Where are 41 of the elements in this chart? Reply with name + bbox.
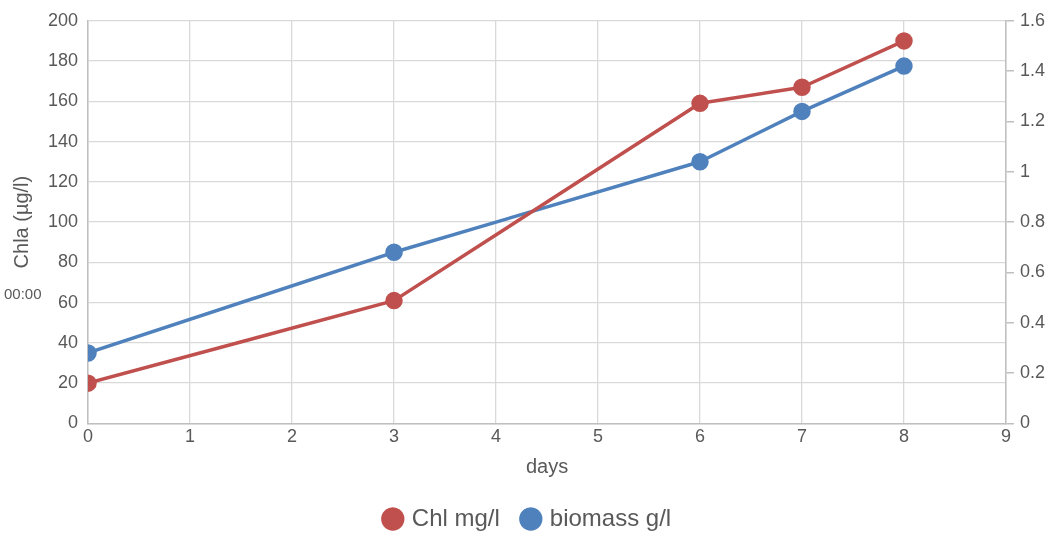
y-tick-label: 40 [58,331,79,352]
point [793,102,811,121]
point [691,94,709,113]
y2-tick-label: 0.6 [1019,261,1046,282]
y-tick-label: 100 [47,211,79,232]
y-tick-label: 20 [58,372,79,393]
y2-tick-label: 1.2 [1019,110,1046,131]
y-tick-label: 160 [47,90,79,111]
x-tick-label: 3 [389,426,400,447]
y2-tick-label: 0.4 [1019,311,1046,332]
y-tick-label: 140 [47,130,79,151]
point [691,152,709,171]
y-tick-label: 0 [68,412,79,433]
x-tick-label: 0 [83,426,94,447]
x-tick-label: 2 [287,426,298,447]
point [793,78,811,96]
legend-label: Chl mg/l [411,503,500,531]
y-tick-label: 80 [58,251,79,272]
x-tick-label: 7 [796,426,807,447]
y2-tick-label: 0.8 [1019,211,1046,232]
legend-label: biomass g/l [549,503,672,531]
y2-tick-label: 1.6 [1019,9,1046,30]
y-tick-label: 120 [47,170,79,191]
x-axis-title: days [525,454,569,477]
y2-tick-label: 0.2 [1019,362,1046,383]
text: 00:00 [4,285,42,302]
y2-tick-label: 1.4 [1019,60,1046,81]
y-tick-label: 180 [47,50,79,71]
x-tick-label: 4 [491,426,502,447]
y-tick-label: 60 [58,291,79,312]
y2-tick-label: 1 [1019,160,1030,181]
x-tick-label: 9 [1000,426,1011,447]
x-tick-label: 8 [898,426,909,447]
point [895,57,913,75]
x-tick-label: 5 [592,426,604,447]
point [895,32,913,50]
x-tick-label: 1 [185,426,196,447]
y-tick-label: 200 [47,9,79,30]
y-axis-title: Chla (µg/l) [9,175,32,269]
x-tick-label: 6 [694,426,705,447]
y2-tick-label: 0 [1019,412,1030,433]
